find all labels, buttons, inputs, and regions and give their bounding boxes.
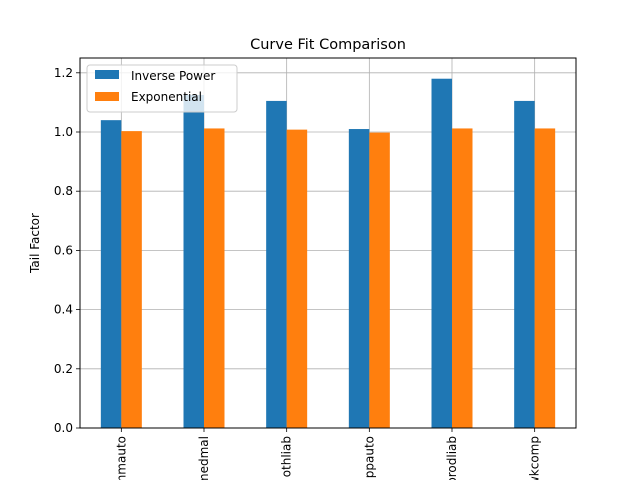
y-tick-label: 0.6	[54, 243, 73, 257]
bar-inverse-power-othliab	[266, 100, 287, 429]
legend-box	[86, 64, 238, 113]
y-tick-label: 0.4	[54, 303, 73, 317]
bar-exponential-medmal	[204, 128, 225, 428]
y-tick-label: 1.0	[54, 125, 73, 139]
x-tick-label: ppauto	[362, 436, 376, 478]
y-axis-label: Tail Factor	[28, 213, 42, 274]
chart-title: Curve Fit Comparison	[250, 37, 406, 53]
legend: Inverse Power Exponential	[86, 64, 238, 113]
x-axis: commauto medmal othliab ppauto prodliab wkcom…	[114, 428, 542, 480]
bar-exponential-prodliab	[452, 128, 473, 428]
y-tick-label: 0.8	[54, 184, 73, 198]
bar-exponential-wkcomp	[534, 128, 556, 428]
y-axis: 0.0 0.2 0.4 0.6 0.8 1.0 1.2	[54, 66, 80, 435]
bar-exponential-ppauto	[369, 132, 390, 429]
plot-frame	[79, 57, 577, 429]
y-tick-label: 1.2	[54, 66, 73, 80]
grid	[80, 58, 576, 429]
legend-swatch-exponential	[95, 92, 119, 101]
x-tick-label: wkcomp	[528, 436, 542, 480]
y-tick-label: 0.0	[54, 421, 73, 435]
x-tick-label: prodliab	[445, 436, 459, 480]
y-tick-label: 0.2	[54, 362, 73, 376]
x-tick-label: commauto	[114, 436, 128, 480]
bar-inverse-power-commauto	[100, 120, 122, 428]
bar-inverse-power-prodliab	[431, 78, 452, 428]
x-tick-label: othliab	[280, 436, 294, 477]
bar-inverse-power-wkcomp	[514, 100, 535, 429]
x-tick-label: medmal	[197, 436, 211, 480]
bar-inverse-power-ppauto	[348, 129, 370, 429]
bar-inverse-power-medmal	[183, 95, 204, 428]
bar-exponential-commauto	[121, 131, 142, 428]
legend-swatch-inverse-power	[95, 70, 119, 79]
bars	[100, 78, 556, 429]
legend-label-exponential: Exponential	[131, 90, 202, 104]
bar-exponential-othliab	[286, 129, 308, 428]
legend-label-inverse-power: Inverse Power	[131, 69, 215, 83]
